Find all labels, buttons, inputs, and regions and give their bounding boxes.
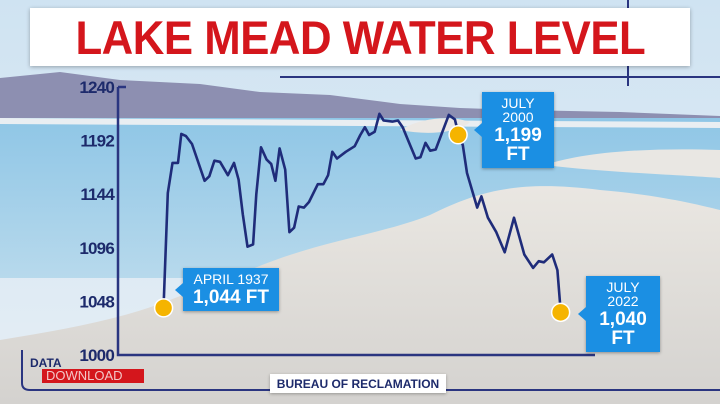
y-tick-label: 1192 — [80, 132, 114, 151]
logo-data-text: DATA — [30, 356, 62, 370]
annotation-marker — [448, 125, 468, 145]
y-tick-label: 1144 — [80, 185, 115, 204]
logo-download-text: DOWNLOAD — [42, 369, 144, 383]
annotation-marker — [550, 302, 571, 323]
annotation-marker — [153, 298, 174, 318]
y-tick-label: 1048 — [79, 292, 114, 311]
annotation-date: JULY 2000 — [501, 95, 535, 125]
title-banner: LAKE MEAD WATER LEVEL — [30, 8, 690, 66]
axis-lines — [116, 87, 595, 357]
y-tick-label: 1240 — [79, 78, 114, 97]
chart-title: LAKE MEAD WATER LEVEL — [75, 10, 645, 64]
annotation-date: APRIL 1937 — [193, 271, 269, 287]
annotation-value: 1,040 FT — [599, 309, 647, 349]
y-tick-label: 1096 — [79, 239, 114, 258]
source-label: BUREAU OF RECLAMATION — [270, 374, 446, 393]
annotation-date: JULY 2022 — [606, 279, 640, 309]
annotation-value: 1,044 FT — [192, 287, 270, 308]
annotation-value: 1,199 FT — [494, 125, 542, 165]
annotation-july-2000: JULY 2000 1,199 FT — [474, 92, 554, 168]
source-text: BUREAU OF RECLAMATION — [276, 376, 440, 391]
chart-axes — [116, 85, 595, 357]
y-tick-label: 1000 — [79, 346, 114, 365]
annotation-april-1937: APRIL 1937 1,044 FT — [175, 268, 279, 311]
series-line-water-level — [162, 112, 562, 311]
annotation-july-2022: JULY 2022 1,040 FT — [578, 276, 660, 352]
